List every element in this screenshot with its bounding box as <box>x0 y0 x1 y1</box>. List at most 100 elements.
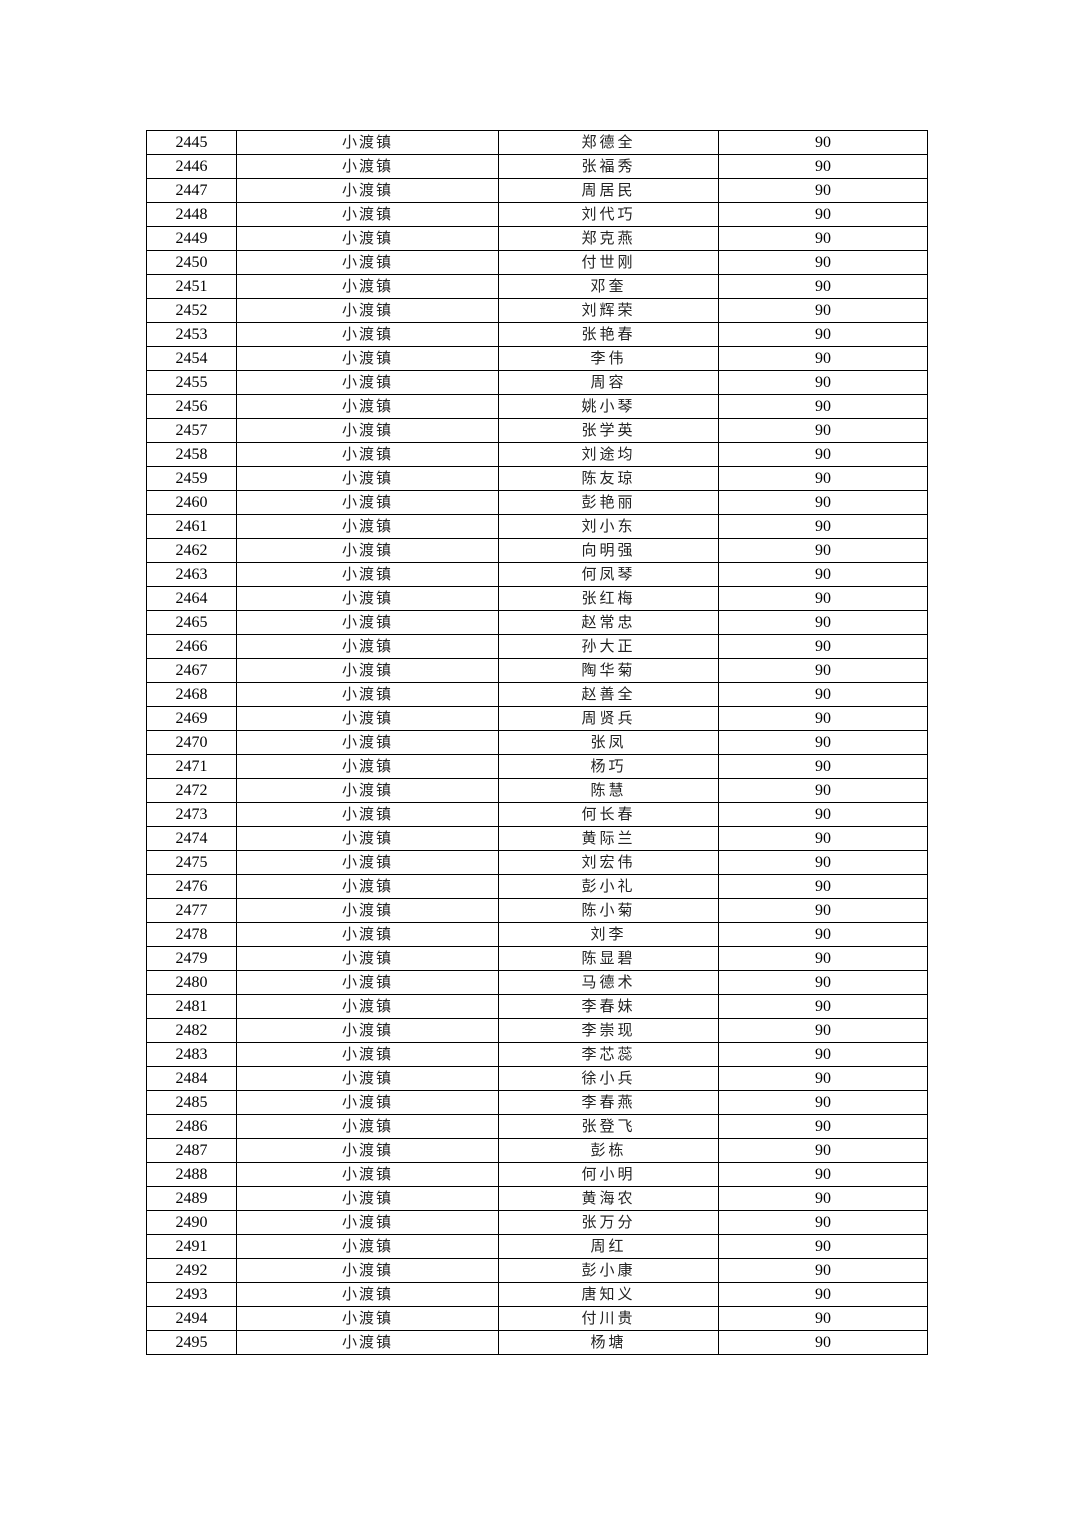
row-number-cell: 2467 <box>146 658 237 683</box>
town-cell: 小渡镇 <box>236 202 499 227</box>
score-cell: 90 <box>718 538 928 563</box>
person-name-cell: 李芯蕊 <box>498 1042 719 1067</box>
table-row: 2475 小渡镇 刘宏伟 90 <box>146 850 928 875</box>
score-cell: 90 <box>718 802 928 827</box>
person-name-cell: 唐知义 <box>498 1282 719 1307</box>
score-cell: 90 <box>718 490 928 515</box>
person-name-cell: 何长春 <box>498 802 719 827</box>
score-cell: 90 <box>718 1114 928 1139</box>
town-cell: 小渡镇 <box>236 1162 499 1187</box>
row-number-cell: 2470 <box>146 730 237 755</box>
table-row: 2469 小渡镇 周贤兵 90 <box>146 706 928 731</box>
table-row: 2459 小渡镇 陈友琼 90 <box>146 466 928 491</box>
town-cell: 小渡镇 <box>236 466 499 491</box>
score-cell: 90 <box>718 922 928 947</box>
row-number-cell: 2485 <box>146 1090 237 1115</box>
row-number-cell: 2475 <box>146 850 237 875</box>
town-cell: 小渡镇 <box>236 1042 499 1067</box>
table-row: 2488 小渡镇 何小明 90 <box>146 1162 928 1187</box>
score-cell: 90 <box>718 994 928 1019</box>
table-row: 2446 小渡镇 张福秀 90 <box>146 154 928 179</box>
town-cell: 小渡镇 <box>236 250 499 275</box>
table-row: 2463 小渡镇 何凤琴 90 <box>146 562 928 587</box>
person-name-cell: 彭栋 <box>498 1138 719 1163</box>
table-row: 2451 小渡镇 邓奎 90 <box>146 274 928 299</box>
table-row: 2481 小渡镇 李春妹 90 <box>146 994 928 1019</box>
row-number-cell: 2492 <box>146 1258 237 1283</box>
score-cell: 90 <box>718 322 928 347</box>
person-name-cell: 郑克燕 <box>498 226 719 251</box>
score-cell: 90 <box>718 898 928 923</box>
score-cell: 90 <box>718 202 928 227</box>
table-row: 2465 小渡镇 赵常忠 90 <box>146 610 928 635</box>
town-cell: 小渡镇 <box>236 562 499 587</box>
town-cell: 小渡镇 <box>236 1210 499 1235</box>
person-name-cell: 黄际兰 <box>498 826 719 851</box>
row-number-cell: 2448 <box>146 202 237 227</box>
person-name-cell: 姚小琴 <box>498 394 719 419</box>
person-name-cell: 张红梅 <box>498 586 719 611</box>
table-row: 2450 小渡镇 付世刚 90 <box>146 250 928 275</box>
town-cell: 小渡镇 <box>236 346 499 371</box>
town-cell: 小渡镇 <box>236 298 499 323</box>
row-number-cell: 2490 <box>146 1210 237 1235</box>
row-number-cell: 2495 <box>146 1330 237 1355</box>
score-cell: 90 <box>718 658 928 683</box>
score-cell: 90 <box>718 274 928 299</box>
table-row: 2456 小渡镇 姚小琴 90 <box>146 394 928 419</box>
person-name-cell: 张艳春 <box>498 322 719 347</box>
row-number-cell: 2456 <box>146 394 237 419</box>
row-number-cell: 2460 <box>146 490 237 515</box>
table-row: 2476 小渡镇 彭小礼 90 <box>146 874 928 899</box>
table-row: 2477 小渡镇 陈小菊 90 <box>146 898 928 923</box>
row-number-cell: 2484 <box>146 1066 237 1091</box>
town-cell: 小渡镇 <box>236 922 499 947</box>
person-name-cell: 徐小兵 <box>498 1066 719 1091</box>
person-name-cell: 何凤琴 <box>498 562 719 587</box>
row-number-cell: 2489 <box>146 1186 237 1211</box>
row-number-cell: 2464 <box>146 586 237 611</box>
town-cell: 小渡镇 <box>236 1330 499 1355</box>
town-cell: 小渡镇 <box>236 586 499 611</box>
row-number-cell: 2494 <box>146 1306 237 1331</box>
score-cell: 90 <box>718 778 928 803</box>
town-cell: 小渡镇 <box>236 1066 499 1091</box>
row-number-cell: 2472 <box>146 778 237 803</box>
table-row: 2490 小渡镇 张万分 90 <box>146 1210 928 1235</box>
score-cell: 90 <box>718 1042 928 1067</box>
person-name-cell: 李春妹 <box>498 994 719 1019</box>
score-cell: 90 <box>718 1138 928 1163</box>
row-number-cell: 2491 <box>146 1234 237 1259</box>
score-cell: 90 <box>718 682 928 707</box>
row-number-cell: 2453 <box>146 322 237 347</box>
person-name-cell: 张万分 <box>498 1210 719 1235</box>
town-cell: 小渡镇 <box>236 898 499 923</box>
table-row: 2460 小渡镇 彭艳丽 90 <box>146 490 928 515</box>
row-number-cell: 2488 <box>146 1162 237 1187</box>
score-cell: 90 <box>718 466 928 491</box>
row-number-cell: 2474 <box>146 826 237 851</box>
person-name-cell: 邓奎 <box>498 274 719 299</box>
town-cell: 小渡镇 <box>236 178 499 203</box>
person-name-cell: 张登飞 <box>498 1114 719 1139</box>
score-cell: 90 <box>718 850 928 875</box>
table-row: 2462 小渡镇 向明强 90 <box>146 538 928 563</box>
table-row: 2452 小渡镇 刘辉荣 90 <box>146 298 928 323</box>
town-cell: 小渡镇 <box>236 1282 499 1307</box>
town-cell: 小渡镇 <box>236 658 499 683</box>
score-cell: 90 <box>718 946 928 971</box>
table-row: 2479 小渡镇 陈显碧 90 <box>146 946 928 971</box>
town-cell: 小渡镇 <box>236 442 499 467</box>
score-cell: 90 <box>718 1066 928 1091</box>
person-name-cell: 陶华菊 <box>498 658 719 683</box>
town-cell: 小渡镇 <box>236 1114 499 1139</box>
person-name-cell: 刘小东 <box>498 514 719 539</box>
table-row: 2495 小渡镇 杨塘 90 <box>146 1330 928 1355</box>
town-cell: 小渡镇 <box>236 682 499 707</box>
table-row: 2447 小渡镇 周居民 90 <box>146 178 928 203</box>
score-cell: 90 <box>718 514 928 539</box>
person-name-cell: 周红 <box>498 1234 719 1259</box>
table-row: 2445 小渡镇 郑德全 90 <box>146 130 928 155</box>
person-name-cell: 张学英 <box>498 418 719 443</box>
table-row: 2491 小渡镇 周红 90 <box>146 1234 928 1259</box>
